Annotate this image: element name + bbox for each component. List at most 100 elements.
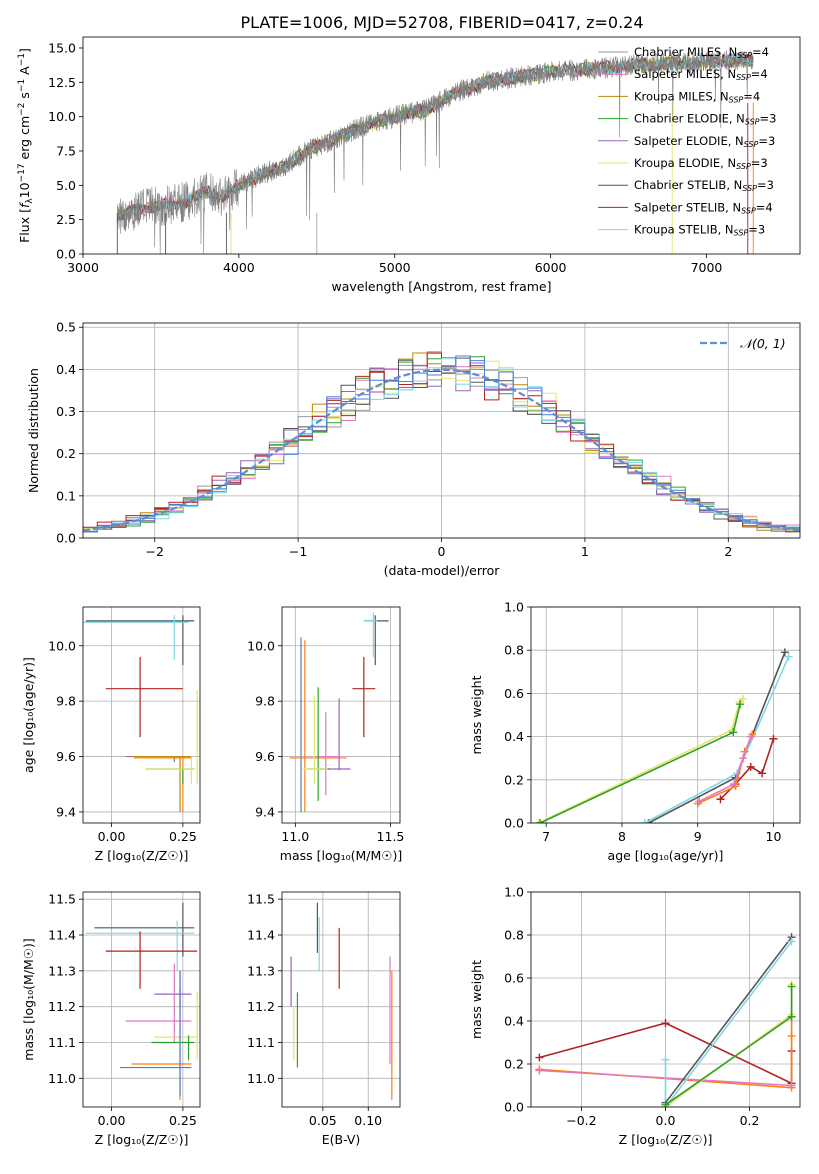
weight-marker bbox=[729, 728, 738, 737]
x-tick-label: 7 bbox=[542, 829, 550, 844]
x-tick-label: 1 bbox=[581, 544, 589, 559]
normal-curve bbox=[83, 368, 800, 532]
x-tick-label: 0.00 bbox=[98, 829, 126, 844]
x-tick-label: 7000 bbox=[691, 260, 723, 275]
y-axis-label: mass weight bbox=[469, 960, 484, 1039]
axes-frame bbox=[82, 36, 801, 255]
legend-entry: Kroupa STELIB, NSSP=3 bbox=[634, 223, 765, 238]
weight-marker bbox=[730, 780, 739, 789]
error-bars bbox=[85, 902, 198, 1100]
y-axis-label-part: −1 bbox=[17, 53, 27, 66]
y-tick-label: 0.1 bbox=[56, 488, 76, 503]
weight-marker bbox=[769, 734, 778, 743]
x-tick-label: 11.5 bbox=[377, 829, 405, 844]
x-tick-label: −0.2 bbox=[566, 1113, 596, 1128]
y-tick-label: 11.1 bbox=[247, 1035, 275, 1050]
y-axis-label-part: −1 bbox=[17, 79, 27, 92]
age-vs-Z-panel: 0.00 0.25 9.4 9.6 9.8 10.0 Z [log₁₀(Z/Z☉)] age … bbox=[21, 606, 201, 863]
x-tick-label: 0.10 bbox=[354, 1113, 382, 1128]
weight-line bbox=[539, 704, 741, 823]
x-axis-label: E(B-V) bbox=[322, 1132, 361, 1147]
legend-sub: SSP bbox=[741, 206, 756, 215]
weight-marker bbox=[661, 1100, 670, 1107]
mass-vs-Z-panel: 0.00 0.25 11.0 11.1 11.2 11.3 11.4 11.5 Z [log₁₀… bbox=[21, 891, 201, 1147]
y-tick-label: 0.6 bbox=[504, 686, 524, 701]
age-vs-mass-panel: 11.0 11.5 9.4 9.6 9.8 10.0 mass [log₁₀(M/M☉)] bbox=[247, 606, 405, 863]
weight-lines bbox=[535, 933, 796, 1107]
y-tick-label: 0.8 bbox=[504, 928, 524, 943]
error-bars bbox=[289, 612, 389, 812]
x-tick-label: 0.25 bbox=[169, 829, 197, 844]
weight-line bbox=[664, 936, 793, 1104]
histogram-9 bbox=[83, 355, 800, 533]
y-tick-label: 0.4 bbox=[56, 362, 76, 377]
x-tick-label: 0.00 bbox=[98, 1113, 126, 1128]
y-tick-label: 0.6 bbox=[504, 971, 524, 986]
legend-label: Salpeter MILES, N bbox=[634, 67, 736, 81]
weight-marker bbox=[787, 1081, 796, 1090]
weight-line bbox=[665, 984, 793, 1107]
x-axis-label: Z [log₁₀(Z/Z☉)] bbox=[95, 848, 189, 863]
weight-marker bbox=[746, 762, 755, 771]
figure-title: PLATE=1006, MJD=52708, FIBERID=0417, z=0… bbox=[240, 13, 643, 32]
y-tick-label: 1.0 bbox=[504, 885, 524, 900]
y-axis-label-part: −17 bbox=[17, 163, 27, 182]
axes-frame bbox=[281, 891, 401, 1108]
x-tick-label: −1 bbox=[289, 544, 307, 559]
x-tick-label: 5000 bbox=[379, 260, 411, 275]
legend-label: Chabrier ELODIE, N bbox=[634, 112, 745, 126]
weight-marker bbox=[739, 694, 748, 703]
y-tick-label: 9.4 bbox=[255, 804, 275, 819]
y-axis-label-part: f bbox=[17, 202, 32, 208]
observed-spectrum bbox=[117, 49, 754, 254]
legend-entry: Chabrier STELIB, NSSP=3 bbox=[634, 178, 774, 193]
legend-suffix: =4 bbox=[751, 67, 768, 81]
legend-entry: Kroupa MILES, NSSP=4 bbox=[634, 89, 760, 104]
y-tick-label: 9.6 bbox=[255, 749, 275, 764]
legend-suffix: =3 bbox=[751, 156, 768, 170]
y-tick-label: 11.2 bbox=[247, 999, 275, 1014]
y-tick-label: 0.8 bbox=[504, 643, 524, 658]
legend-label: Kroupa MILES, N bbox=[634, 89, 729, 103]
legend-sub: SSP bbox=[734, 229, 749, 238]
y-tick-label: 0.2 bbox=[504, 1057, 524, 1072]
weight-marker bbox=[534, 819, 543, 823]
weight-line bbox=[538, 698, 744, 823]
weight-marker bbox=[784, 652, 793, 661]
y-axis-label-part: erg cm bbox=[17, 116, 32, 164]
weight-marker bbox=[746, 732, 755, 741]
legend-label: Salpeter STELIB, N bbox=[634, 200, 741, 214]
y-tick-label: 9.4 bbox=[56, 804, 76, 819]
y-tick-label: 11.5 bbox=[247, 892, 275, 907]
x-tick-label: 4000 bbox=[223, 260, 255, 275]
y-tick-label: 11.2 bbox=[48, 999, 76, 1014]
y-tick-label: 9.6 bbox=[56, 749, 76, 764]
legend-suffix: =3 bbox=[760, 112, 777, 126]
x-tick-label: 0 bbox=[438, 544, 446, 559]
legend-entry: Chabrier ELODIE, NSSP=3 bbox=[634, 112, 776, 127]
x-tick-label: 9 bbox=[694, 829, 702, 844]
x-axis-label: Z [log₁₀(Z/Z☉)] bbox=[95, 1132, 189, 1147]
legend-entry: Salpeter STELIB, NSSP=4 bbox=[634, 200, 773, 215]
legend-sub: SSP bbox=[744, 140, 759, 149]
legend-sub: SSP bbox=[729, 95, 744, 104]
y-tick-label: 7.5 bbox=[56, 143, 76, 158]
y-tick-label: 11.4 bbox=[247, 928, 275, 943]
weight-line bbox=[664, 941, 793, 1107]
weight-marker bbox=[787, 982, 796, 991]
axes-frame bbox=[281, 606, 401, 824]
x-axis-label: (data-model)/error bbox=[384, 563, 501, 578]
legend-label: Kroupa STELIB, N bbox=[634, 223, 734, 237]
y-tick-label: 5.0 bbox=[56, 178, 76, 193]
weight-line bbox=[698, 736, 752, 803]
weight-marker bbox=[640, 819, 649, 823]
y-tick-label: 11.0 bbox=[247, 1071, 275, 1086]
legend-entry: 𝒩(0, 1) bbox=[740, 336, 786, 351]
weight-marker bbox=[787, 937, 796, 946]
y-tick-label: 0.5 bbox=[56, 320, 76, 335]
y-tick-label: 11.0 bbox=[48, 1071, 76, 1086]
x-tick-label: −2 bbox=[145, 544, 163, 559]
legend-entry: Salpeter MILES, NSSP=4 bbox=[634, 67, 768, 82]
y-tick-label: 1.0 bbox=[504, 600, 524, 615]
